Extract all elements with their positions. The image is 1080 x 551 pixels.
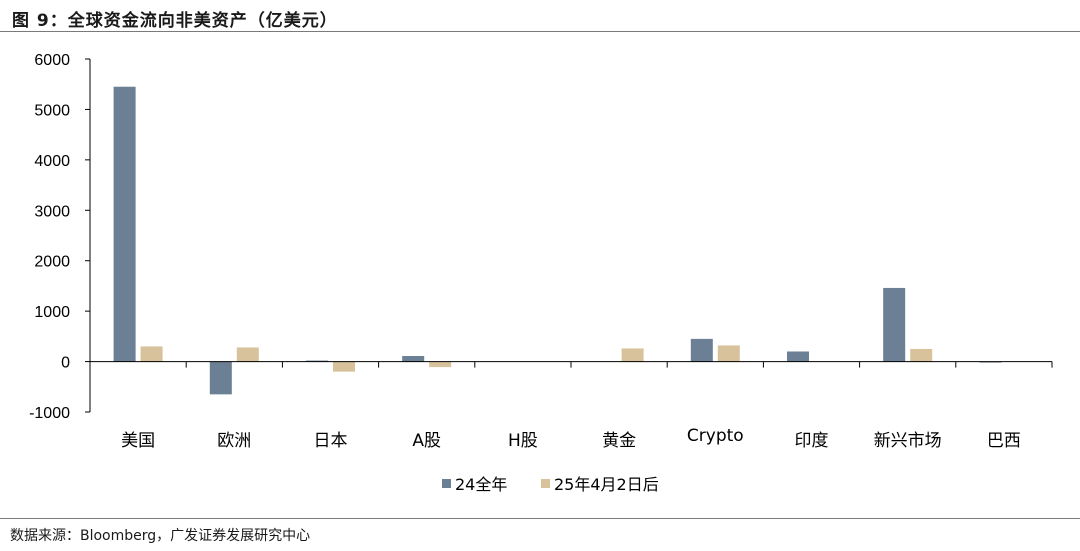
x-category-label: 日本 [314,431,348,451]
bar-series-2024 [690,338,713,362]
legend-swatch [442,479,451,488]
bar-series-2025 [429,361,452,368]
x-category-label: 巴西 [987,431,1021,451]
source-note: 数据来源：Bloomberg，广发证券发展研究中心 [10,528,311,544]
top-divider [0,31,1080,32]
x-category-label: A股 [412,431,441,451]
bar-series-2025 [910,348,933,362]
x-category-label: 新兴市场 [874,431,942,451]
bar-series-2024 [209,361,232,395]
bar-series-2024 [979,361,1002,363]
legend-swatch [541,479,550,488]
legend-label: 24全年 [455,475,507,494]
y-tick-label: 6000 [34,52,70,69]
y-tick-label: 1000 [34,304,70,321]
y-tick-label: -1000 [29,405,70,422]
bar-series-2024 [402,356,425,362]
bar-series-2025 [621,348,644,362]
x-category-label: H股 [508,431,538,451]
bar-series-2025 [333,361,355,372]
y-tick-label: 3000 [34,203,70,220]
bar-series-2024 [306,360,328,362]
bottom-divider [0,518,1080,519]
bar-series-2024 [883,287,906,362]
y-tick-label: 5000 [34,102,70,119]
x-category-label: 印度 [795,431,829,451]
bar-series-2024 [113,86,136,362]
bar-series-2025 [236,347,259,362]
x-category-label: Crypto [687,426,744,446]
y-axis: -1000 0 1000 2000 3000 4000 5000 6000 [29,52,91,422]
x-category-label: 黄金 [602,431,636,451]
bar-series-2025 [140,346,163,362]
x-axis: 美国 欧洲 日本 A股 H股 黄金 Crypto 印度 新兴市场 巴西 [89,361,1053,451]
y-tick-label: 0 [61,355,70,372]
bar-series-2025 [717,345,740,362]
y-tick-label: 4000 [34,153,70,170]
legend: 24全年 25年4月2日后 [442,475,659,494]
x-category-label: 欧洲 [217,431,251,451]
x-category-label: 美国 [121,431,155,451]
bar-series-2024 [787,351,809,362]
y-tick-label: 2000 [34,254,70,271]
bars-group [113,86,1002,395]
legend-label: 25年4月2日后 [554,475,659,494]
page-title: 图 9：全球资金流向非美资产（亿美元） [12,11,338,31]
